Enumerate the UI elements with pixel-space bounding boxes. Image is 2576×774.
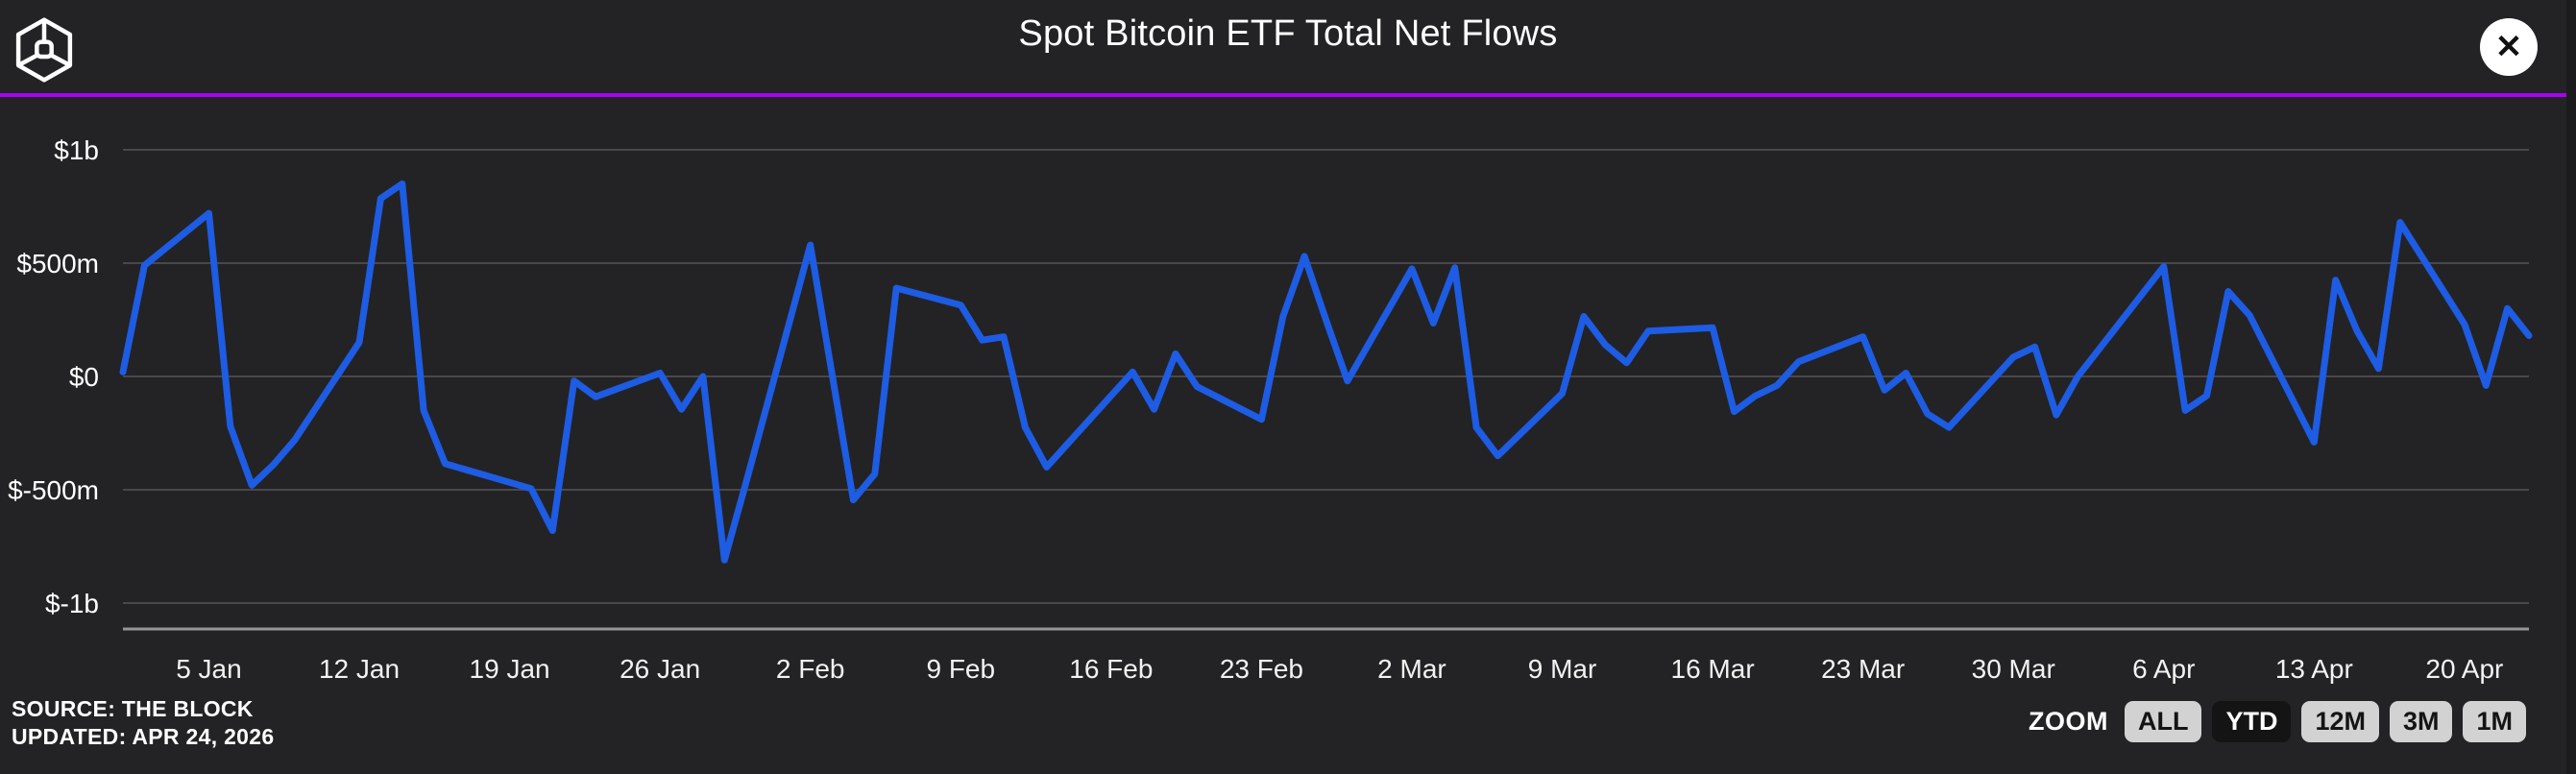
y-tick-label: $500m — [16, 249, 99, 278]
y-tick-label: $0 — [69, 362, 99, 392]
x-tick-label: 23 Mar — [1821, 654, 1905, 684]
window-edge-strip — [2566, 0, 2576, 774]
y-tick-label: $-1b — [45, 589, 99, 618]
zoom-button-3m[interactable]: 3M — [2389, 700, 2453, 742]
page-title: Spot Bitcoin ETF Total Net Flows — [1018, 12, 1558, 54]
close-icon: ✕ — [2494, 29, 2523, 65]
zoom-button-12m[interactable]: 12M — [2301, 700, 2379, 742]
updated-line: UPDATED: APR 24, 2026 — [12, 724, 275, 749]
x-tick-label: 16 Feb — [1069, 654, 1153, 684]
close-button[interactable]: ✕ — [2480, 18, 2538, 76]
gridlines — [123, 149, 2529, 604]
zoom-label: ZOOM — [2028, 706, 2108, 736]
zoom-button-ytd[interactable]: YTD — [2212, 700, 2292, 742]
x-axis-labels: 5 Jan 12 Jan 19 Jan 26 Jan 2 Feb 9 Feb 1… — [176, 654, 2503, 684]
x-tick-label: 26 Jan — [620, 654, 700, 684]
y-tick-label: $-500m — [8, 475, 99, 505]
x-tick-label: 9 Mar — [1528, 654, 1597, 684]
x-tick-label: 30 Mar — [1972, 654, 2055, 684]
x-tick-label: 12 Jan — [319, 654, 400, 684]
zoom-button-all[interactable]: ALL — [2124, 700, 2202, 742]
header: Spot Bitcoin ETF Total Net Flows ✕ — [0, 0, 2576, 95]
x-tick-label: 5 Jan — [176, 654, 242, 684]
y-tick-label: $1b — [54, 135, 99, 165]
source-line: SOURCE: THE BLOCK — [12, 696, 254, 721]
x-tick-label: 20 Apr — [2425, 654, 2503, 684]
the-block-cube-logo-icon[interactable] — [13, 15, 75, 85]
zoom-controls: ZOOM ALL YTD 12M 3M 1M — [2029, 700, 2526, 742]
x-tick-label: 13 Apr — [2275, 654, 2353, 684]
x-tick-label: 6 Apr — [2132, 654, 2195, 684]
x-tick-label: 19 Jan — [470, 654, 550, 684]
x-tick-label: 2 Mar — [1377, 654, 1446, 684]
source-attribution: SOURCE: THE BLOCK UPDATED: APR 24, 2026 — [12, 695, 274, 751]
zoom-button-1m[interactable]: 1M — [2463, 700, 2526, 742]
y-axis-labels: $1b $500m $0 $-500m $-1b — [8, 135, 99, 618]
x-tick-label: 2 Feb — [776, 654, 845, 684]
purple-divider — [0, 93, 2576, 97]
x-tick-label: 23 Feb — [1220, 654, 1303, 684]
net-flows-line-series — [119, 180, 2533, 564]
x-tick-label: 16 Mar — [1671, 654, 1755, 684]
x-tick-label: 9 Feb — [926, 654, 995, 684]
